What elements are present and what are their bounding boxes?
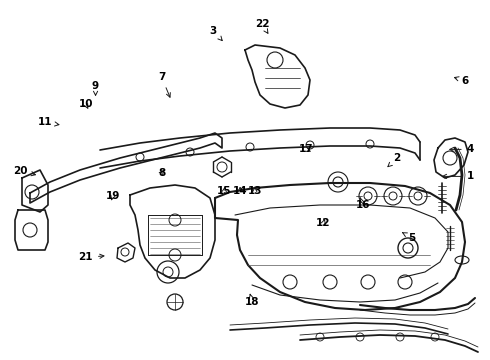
Text: 4: 4: [450, 144, 474, 154]
Text: 21: 21: [78, 252, 104, 262]
Text: 7: 7: [158, 72, 171, 97]
Text: 13: 13: [247, 186, 262, 196]
Text: 22: 22: [255, 19, 270, 33]
Text: 2: 2: [388, 153, 400, 167]
Text: 20: 20: [13, 166, 35, 176]
Text: 15: 15: [217, 186, 232, 196]
Text: 14: 14: [233, 186, 247, 196]
Text: 19: 19: [105, 191, 120, 201]
Text: 1: 1: [442, 171, 474, 181]
Text: 18: 18: [245, 294, 260, 307]
Text: 9: 9: [92, 81, 99, 95]
Text: 8: 8: [158, 168, 165, 178]
Text: 10: 10: [78, 99, 93, 109]
Text: 16: 16: [355, 197, 370, 210]
Text: 3: 3: [210, 26, 222, 41]
Text: 17: 17: [299, 144, 314, 154]
Text: 5: 5: [402, 233, 415, 243]
Text: 12: 12: [316, 218, 331, 228]
Text: 6: 6: [455, 76, 469, 86]
Text: 11: 11: [38, 117, 59, 127]
